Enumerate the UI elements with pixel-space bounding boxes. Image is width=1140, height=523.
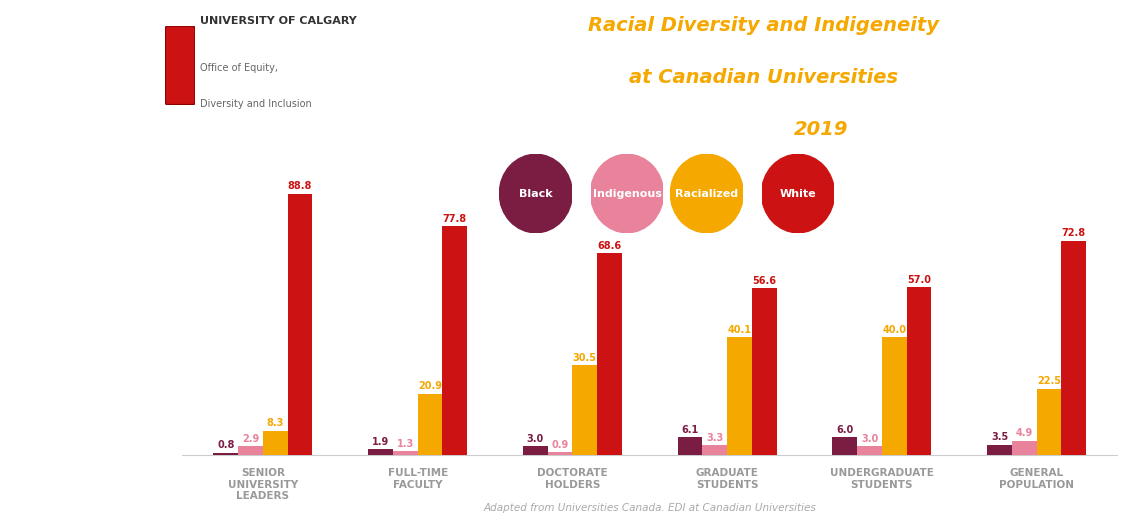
Bar xyxy=(987,445,1012,455)
Bar xyxy=(702,445,727,455)
Text: 2.9: 2.9 xyxy=(242,434,259,444)
Bar xyxy=(213,452,238,455)
Bar xyxy=(857,446,882,455)
Bar xyxy=(1061,241,1086,455)
Text: 30.5: 30.5 xyxy=(572,353,597,363)
Text: Racialized: Racialized xyxy=(675,188,739,199)
Bar xyxy=(417,393,442,455)
Text: White: White xyxy=(780,188,816,199)
Bar xyxy=(1036,389,1061,455)
Ellipse shape xyxy=(762,154,834,233)
Bar xyxy=(547,452,572,455)
Bar xyxy=(752,289,776,455)
Bar xyxy=(832,437,857,455)
Bar xyxy=(442,226,467,455)
Text: 3.0: 3.0 xyxy=(527,434,544,444)
Ellipse shape xyxy=(591,154,663,233)
Text: 20.9: 20.9 xyxy=(418,381,442,391)
Bar xyxy=(597,253,622,455)
Text: 3.0: 3.0 xyxy=(861,434,878,444)
Bar xyxy=(238,447,263,455)
Bar xyxy=(677,437,702,455)
Text: 8.3: 8.3 xyxy=(267,418,284,428)
Text: 77.8: 77.8 xyxy=(442,214,467,224)
Text: 22.5: 22.5 xyxy=(1037,377,1061,386)
Ellipse shape xyxy=(670,154,743,233)
Text: Adapted from Universities Canada. EDI at Canadian Universities: Adapted from Universities Canada. EDI at… xyxy=(483,503,816,513)
Ellipse shape xyxy=(499,154,572,233)
Text: 3.5: 3.5 xyxy=(991,433,1008,442)
Text: 0.8: 0.8 xyxy=(217,440,235,450)
Bar xyxy=(523,446,547,455)
Bar xyxy=(263,430,287,455)
Text: 1.3: 1.3 xyxy=(397,439,414,449)
Bar xyxy=(727,337,752,455)
Text: 88.8: 88.8 xyxy=(287,181,312,191)
Text: 40.0: 40.0 xyxy=(882,325,906,335)
Bar xyxy=(906,287,931,455)
Text: Black: Black xyxy=(519,188,553,199)
Text: 40.1: 40.1 xyxy=(727,325,751,335)
Bar xyxy=(393,451,417,455)
Text: UNIVERSITY OF CALGARY: UNIVERSITY OF CALGARY xyxy=(200,16,356,26)
Text: 4.9: 4.9 xyxy=(1016,428,1033,438)
Text: 0.9: 0.9 xyxy=(552,440,569,450)
Text: at Canadian Universities: at Canadian Universities xyxy=(629,68,898,87)
Bar xyxy=(572,365,597,455)
Text: 3.3: 3.3 xyxy=(706,433,724,443)
Bar xyxy=(368,449,393,455)
Bar xyxy=(882,337,906,455)
Text: 6.0: 6.0 xyxy=(836,425,854,435)
Text: 6.1: 6.1 xyxy=(682,425,699,435)
Text: 72.8: 72.8 xyxy=(1061,229,1086,238)
Text: 57.0: 57.0 xyxy=(907,275,931,285)
FancyBboxPatch shape xyxy=(165,26,195,105)
Bar xyxy=(1012,440,1036,455)
Text: Office of Equity,: Office of Equity, xyxy=(200,63,277,73)
Text: 56.6: 56.6 xyxy=(752,276,776,286)
Bar xyxy=(287,194,312,455)
Text: 2019: 2019 xyxy=(793,120,848,139)
Text: Racial Diversity and Indigeneity: Racial Diversity and Indigeneity xyxy=(588,16,939,35)
Text: Diversity and Inclusion: Diversity and Inclusion xyxy=(200,99,311,109)
Text: 68.6: 68.6 xyxy=(597,241,621,251)
Text: 1.9: 1.9 xyxy=(372,437,389,447)
Text: Indigenous: Indigenous xyxy=(593,188,661,199)
